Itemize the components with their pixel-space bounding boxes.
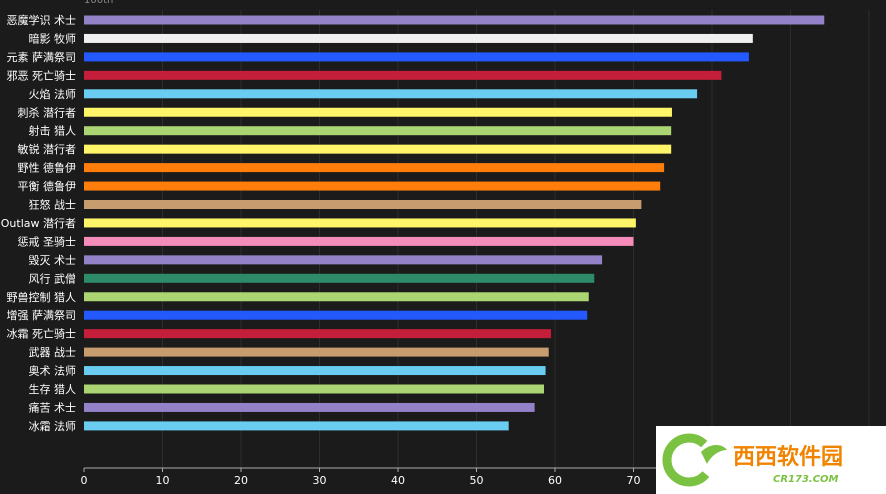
x-tick-label: 40 [391,474,405,487]
bar [84,200,642,209]
watermark-name: 西西软件园 [733,444,843,470]
bar [84,181,661,191]
category-label: 生存 猎人 [29,382,77,396]
category-label: 野性 德鲁伊 [18,161,77,175]
category-label: 敏锐 潜行者 [18,142,77,156]
category-label: 冰霜 死亡骑士 [7,327,77,341]
bar [84,89,698,99]
category-label: 武器 战士 [29,346,77,359]
category-label: 毁灭 术士 [29,253,77,267]
bar [84,33,753,43]
x-tick-label: 10 [156,474,170,487]
bar [84,15,825,25]
bar [84,347,549,357]
bar [84,310,588,320]
x-tick-label: 60 [548,474,562,487]
category-label: 野兽控制 猎人 [7,290,77,304]
category-label: Outlaw 潜行者 [1,216,76,230]
category-label: 射击 猎人 [29,124,77,138]
category-label: 风行 武僧 [29,272,77,285]
category-label: 惩戒 圣骑士 [18,235,77,248]
bar [84,366,546,376]
category-label: 元素 萨满祭司 [7,51,77,64]
bar [84,384,545,394]
bar [84,52,749,62]
category-label: 平衡 德鲁伊 [18,179,77,193]
watermark-url: CR173.COM [773,474,839,485]
category-label: 暗影 牧师 [29,31,77,45]
bar [84,126,672,136]
bar [84,218,636,228]
top-label: 100th [84,0,113,6]
bars [84,15,825,431]
bar [84,255,603,265]
bar [84,402,535,412]
bar [84,144,672,154]
bar [84,421,509,431]
category-label: 痛苦 术士 [29,400,77,414]
category-label: 刺杀 潜行者 [18,105,77,119]
bar [84,292,589,302]
x-axis: 0 10 20 30 40 50 60 70 [81,467,886,487]
bar [84,70,722,80]
bar [84,236,634,246]
x-tick-label: 30 [313,474,327,487]
category-label: 邪恶 死亡骑士 [7,68,77,82]
x-tick-label: 70 [627,474,641,487]
category-label: 火焰 法师 [29,87,77,101]
x-tick-label: 0 [81,474,88,487]
watermark-logo: 西西软件园 CR173.COM [656,426,886,494]
category-label: 奥术 法师 [29,364,77,378]
bar [84,329,552,339]
category-label: 增强 萨满祭司 [7,308,77,322]
category-label: 狂怒 战士 [29,198,77,212]
category-label: 恶魔学识 术士 [7,13,77,27]
bar [84,163,665,173]
x-tick-label: 20 [234,474,248,487]
bar [84,107,672,117]
x-tick-label: 50 [470,474,484,487]
category-label: 冰霜 法师 [29,419,77,433]
bar [84,273,595,283]
